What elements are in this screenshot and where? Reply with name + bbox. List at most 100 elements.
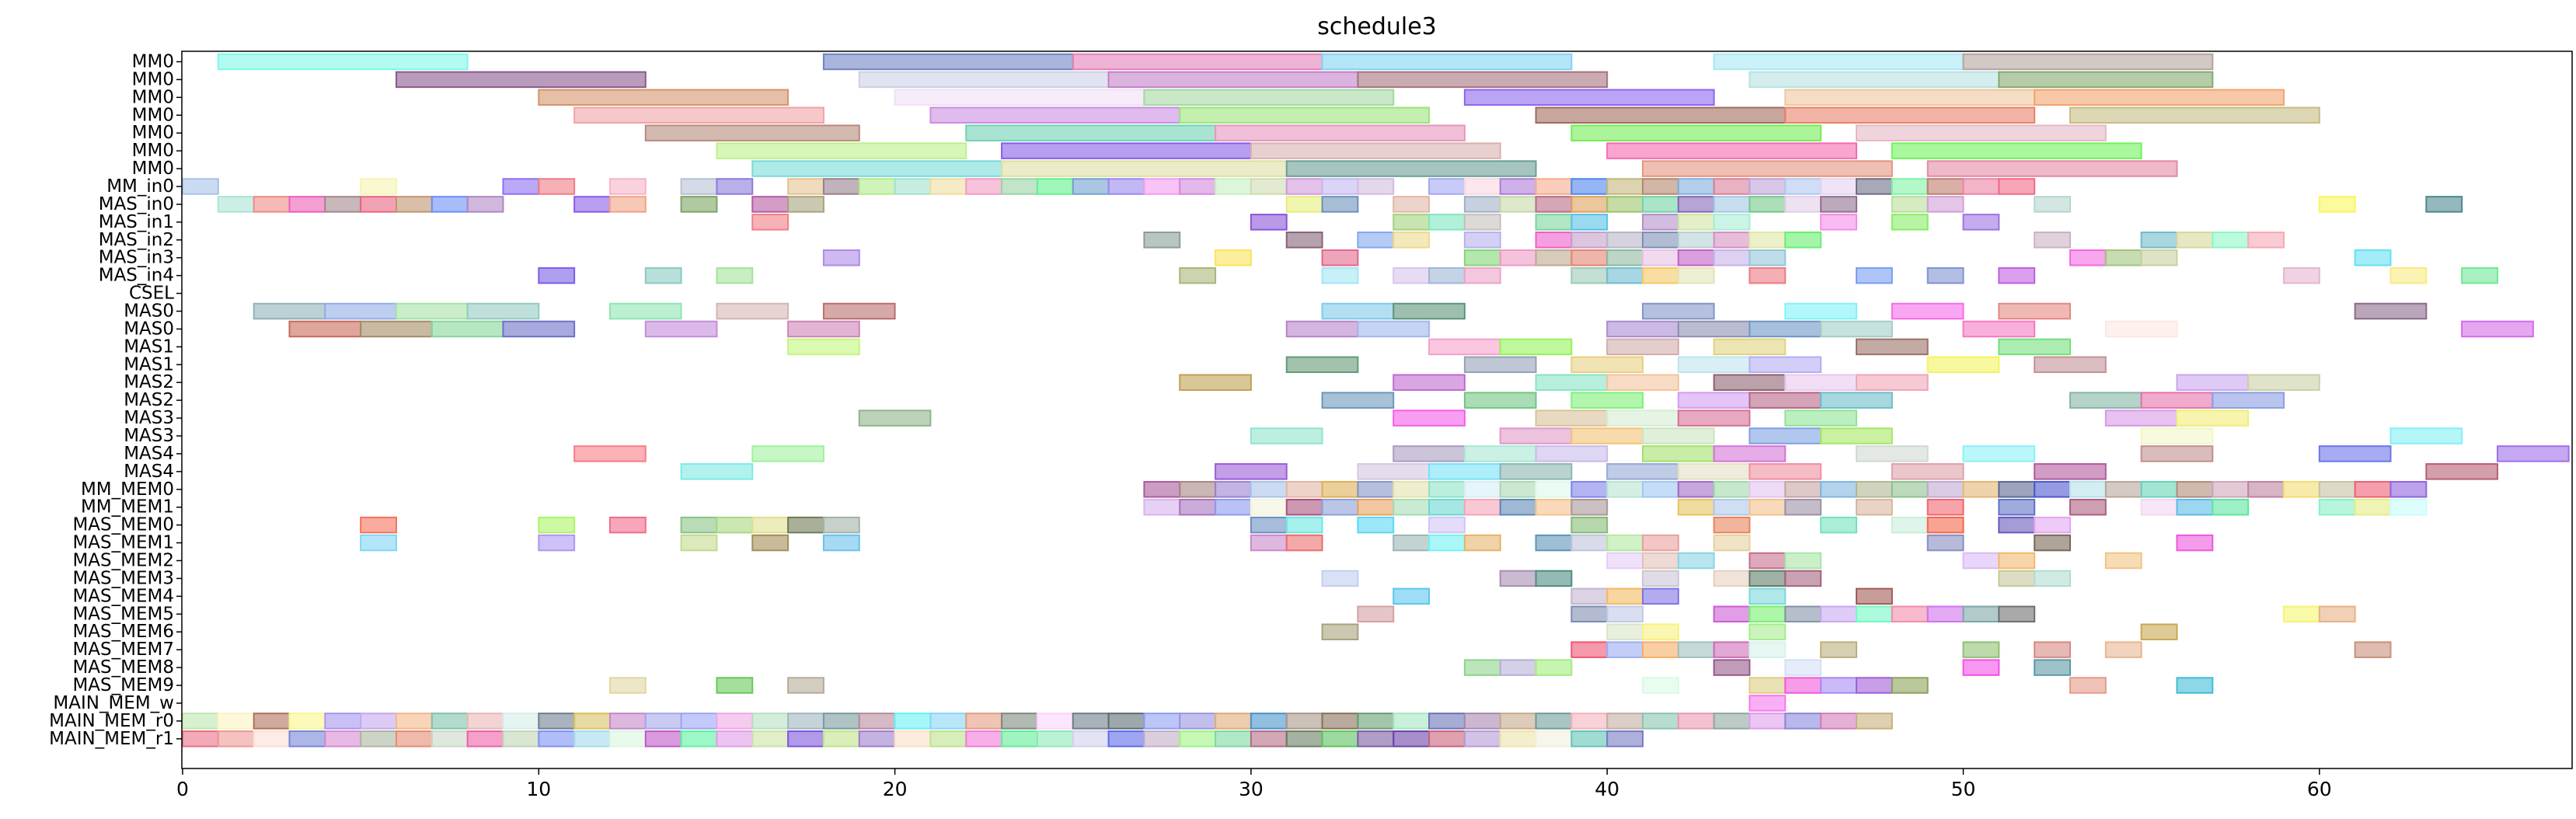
task-bar: [538, 730, 576, 748]
task-bar: [1393, 267, 1431, 284]
task-bar: [1285, 356, 1359, 374]
task-bar: [1321, 498, 1359, 516]
task-bar: [1250, 713, 1288, 730]
task-bar: [2318, 605, 2356, 623]
task-bar: [1250, 516, 1288, 534]
task-bar: [716, 142, 967, 159]
task-bar: [1642, 570, 1679, 587]
task-bar: [1606, 142, 1858, 159]
task-bar: [1357, 730, 1395, 748]
task-bar: [1393, 498, 1431, 516]
task-bar: [1285, 481, 1323, 498]
task-bar: [2104, 481, 2142, 498]
task-bar: [1642, 178, 1679, 195]
task-bar: [608, 196, 647, 213]
task-bar: [1891, 142, 2142, 159]
y-axis-labels: MM0MM0MM0MM0MM0MM0MM0MM_in0MAS_in0MAS_in…: [49, 51, 182, 749]
task-bar: [1215, 713, 1252, 730]
task-bar: [822, 178, 860, 195]
task-bar: [1642, 445, 1715, 462]
task-bar: [1357, 320, 1431, 338]
task-bar: [2069, 498, 2107, 516]
task-bar: [2390, 267, 2428, 284]
task-bar: [751, 534, 790, 552]
task-bar: [1215, 730, 1252, 748]
task-bar: [1250, 214, 1288, 231]
task-bar: [787, 320, 860, 338]
task-bar: [1856, 481, 1893, 498]
task-bar: [894, 178, 932, 195]
task-bar: [1321, 623, 1359, 640]
task-bar: [1748, 641, 1786, 658]
task-bar: [644, 124, 860, 141]
task-bar: [502, 320, 576, 338]
x-tick-label: 40: [1595, 778, 1619, 800]
task-bar: [680, 178, 718, 195]
task-bar: [2176, 232, 2214, 249]
task-bar: [1784, 374, 1858, 391]
task-bar: [1820, 214, 1858, 231]
y-tick-label: MM0: [132, 159, 174, 179]
task-bar: [1179, 267, 1217, 284]
task-bar: [1784, 196, 1822, 213]
task-bar: [1998, 498, 2036, 516]
task-bar: [1321, 713, 1359, 730]
task-bar: [2034, 463, 2107, 480]
task-bar: [1962, 659, 2000, 676]
task-bar: [1357, 481, 1395, 498]
task-bar: [1285, 516, 1323, 534]
task-bar: [2034, 534, 2071, 552]
y-tick-label: MAIN_MEM_r1: [49, 729, 174, 749]
task-bar: [1677, 267, 1715, 284]
task-bar: [1998, 338, 2071, 356]
task-bar: [1748, 677, 1786, 694]
task-bar: [1748, 552, 1786, 570]
task-bar: [2104, 249, 2142, 267]
task-bar: [1357, 605, 1395, 623]
task-bar: [2282, 605, 2320, 623]
y-tick-label: MAS_MEM2: [72, 551, 174, 571]
task-bar: [1036, 713, 1074, 730]
task-bar: [1642, 214, 1679, 231]
task-bar: [1998, 178, 2036, 195]
task-bar: [1642, 302, 1715, 320]
task-bar: [573, 730, 611, 748]
task-bar: [1856, 338, 1929, 356]
task-bar: [1713, 374, 1786, 391]
task-bar: [1143, 178, 1181, 195]
task-bar: [608, 302, 682, 320]
task-bar: [2069, 481, 2107, 498]
task-bar: [751, 730, 790, 748]
task-bar: [1998, 552, 2036, 570]
task-bar: [1535, 196, 1573, 213]
task-bar: [1748, 623, 1786, 640]
task-bar: [1250, 178, 1288, 195]
task-bar: [1499, 570, 1537, 587]
task-bar: [1250, 498, 1288, 516]
task-bar: [1820, 516, 1858, 534]
task-bar: [2034, 481, 2071, 498]
task-bar: [1285, 730, 1323, 748]
task-bar: [1677, 320, 1751, 338]
task-bar: [2104, 641, 2142, 658]
task-bar: [1606, 178, 1644, 195]
task-bar: [1784, 552, 1822, 570]
task-bar: [1570, 196, 1609, 213]
task-bar: [1072, 713, 1110, 730]
task-bar: [1215, 498, 1252, 516]
task-bar: [1856, 677, 1893, 694]
task-bar: [1215, 481, 1252, 498]
task-bar: [1748, 196, 1786, 213]
task-bar: [2069, 392, 2142, 409]
task-bar: [538, 89, 790, 106]
task-bar: [1570, 534, 1609, 552]
task-bar: [1962, 552, 2000, 570]
task-bar: [1748, 713, 1786, 730]
chart-title: schedule3: [1317, 13, 1437, 40]
task-bar: [1713, 659, 1751, 676]
task-bar: [2140, 445, 2214, 462]
task-bar: [1748, 695, 1786, 712]
task-bar: [822, 534, 860, 552]
task-bar: [1748, 356, 1822, 374]
task-bar: [1642, 267, 1679, 284]
